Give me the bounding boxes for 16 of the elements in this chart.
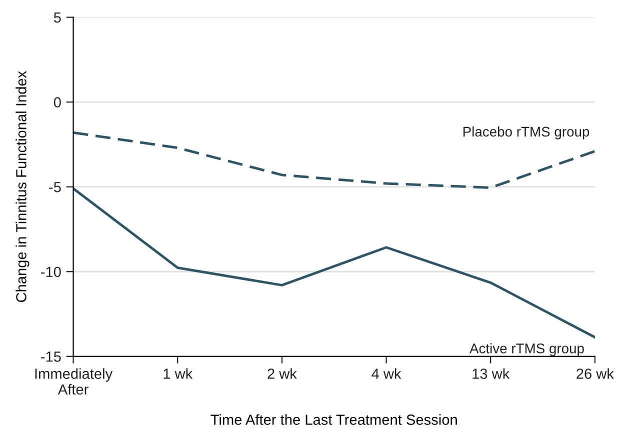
y-tick-label: 5 [54, 12, 61, 23]
x-tick-label: 2 wk [268, 368, 297, 379]
series-label: Placebo rTMS group [463, 126, 590, 140]
x-tick-label: 1 wk [164, 368, 193, 379]
y-tick-label: 0 [54, 97, 61, 108]
x-tick-label: 26 wk [576, 368, 614, 379]
y-tick-label: -5 [49, 182, 61, 192]
y-tick-label: -10 [41, 266, 61, 278]
series-label: Active rTMS group [470, 343, 584, 356]
y-tick-label: -15 [41, 352, 61, 362]
y-axis-title: Change in Tinnitus Functional Index [16, 71, 30, 302]
x-tick-label: 13 wk [472, 368, 510, 379]
x-tick-label: Immediately After [35, 368, 113, 395]
x-axis-title: Time After the Last Treatment Session [210, 414, 457, 425]
line-series [73, 187, 595, 338]
x-tick-label: 4 wk [372, 368, 402, 379]
